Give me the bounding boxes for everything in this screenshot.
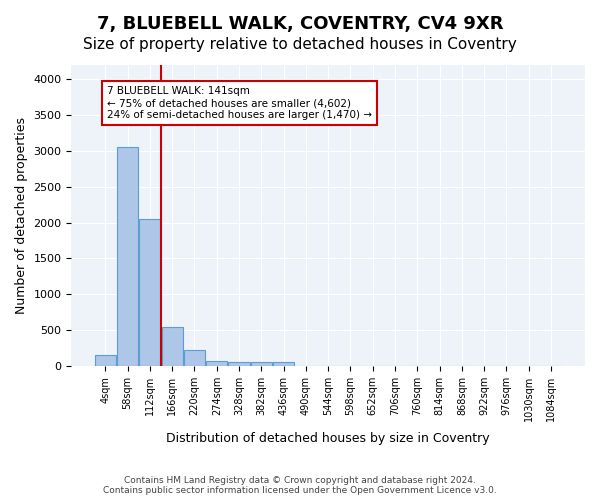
Bar xyxy=(229,362,250,366)
Text: Size of property relative to detached houses in Coventry: Size of property relative to detached ho… xyxy=(83,38,517,52)
Text: 7, BLUEBELL WALK, COVENTRY, CV4 9XR: 7, BLUEBELL WALK, COVENTRY, CV4 9XR xyxy=(97,15,503,33)
Bar xyxy=(251,362,272,366)
Bar xyxy=(139,219,160,366)
Text: 7 BLUEBELL WALK: 141sqm
← 75% of detached houses are smaller (4,602)
24% of semi: 7 BLUEBELL WALK: 141sqm ← 75% of detache… xyxy=(107,86,372,120)
Text: Contains HM Land Registry data © Crown copyright and database right 2024.
Contai: Contains HM Land Registry data © Crown c… xyxy=(103,476,497,495)
Bar xyxy=(95,355,116,366)
Y-axis label: Number of detached properties: Number of detached properties xyxy=(15,117,28,314)
Bar xyxy=(161,326,183,366)
X-axis label: Distribution of detached houses by size in Coventry: Distribution of detached houses by size … xyxy=(166,432,490,445)
Bar xyxy=(184,350,205,366)
Bar xyxy=(273,362,294,366)
Bar xyxy=(206,360,227,366)
Bar xyxy=(117,148,138,366)
